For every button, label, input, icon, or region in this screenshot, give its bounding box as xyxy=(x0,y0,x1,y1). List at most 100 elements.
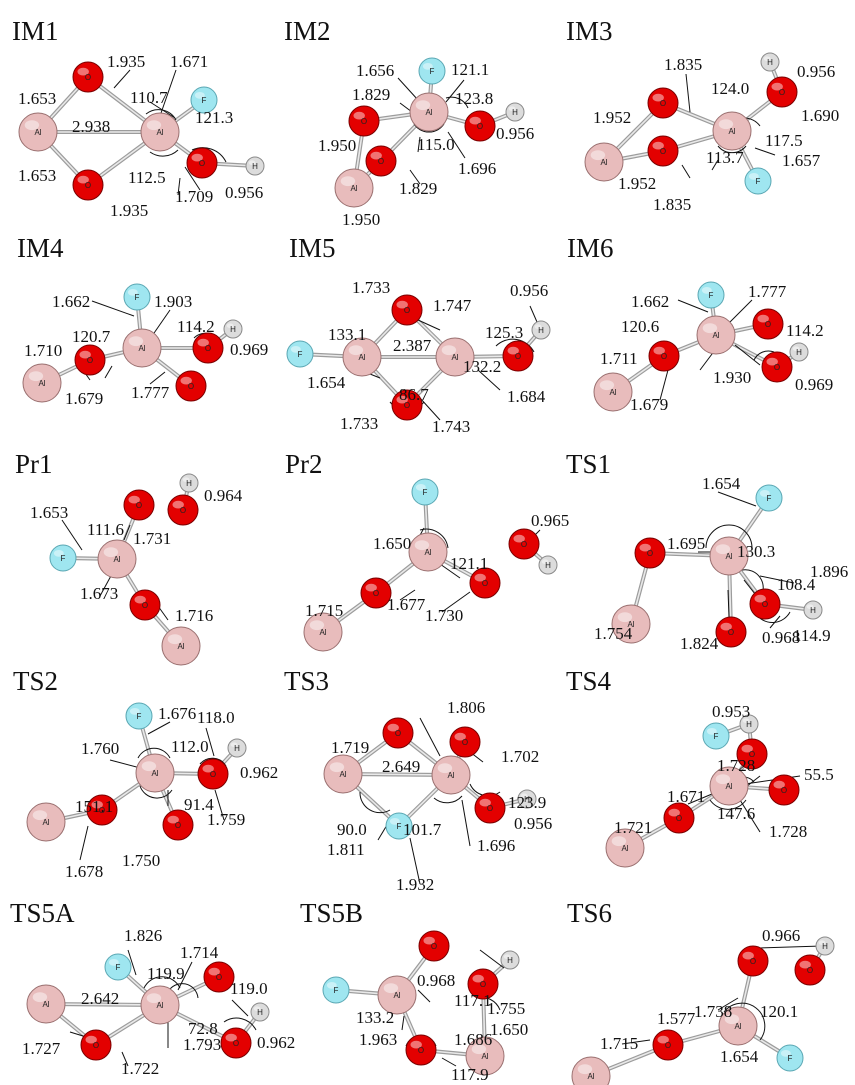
measurement-label: 1.759 xyxy=(207,810,245,829)
atom-al: Al xyxy=(593,372,633,412)
atom-h: H xyxy=(227,738,247,758)
atom-shine xyxy=(77,175,89,184)
atom-o: O xyxy=(464,110,496,142)
measurement-label: 1.696 xyxy=(458,159,496,178)
atom-shine xyxy=(197,338,209,347)
leader-line xyxy=(147,721,171,735)
atom-shine xyxy=(146,993,162,1004)
atom-shine xyxy=(471,1044,487,1055)
atom-sphere xyxy=(161,626,201,666)
angle-arc xyxy=(139,785,173,799)
atom-symbol: Al xyxy=(712,331,719,340)
atom-al: Al xyxy=(571,1056,611,1085)
atom-sphere xyxy=(250,1002,270,1022)
measurement-label: 1.656 xyxy=(356,61,394,80)
measurement-label: 1.950 xyxy=(342,210,380,229)
atom-symbol: O xyxy=(749,750,755,759)
atom-sphere xyxy=(411,478,439,506)
atom-sphere xyxy=(697,281,725,309)
atom-sphere xyxy=(72,169,104,201)
atom-symbol: F xyxy=(767,494,772,503)
atom-symbol: O xyxy=(216,973,222,982)
atom-shine xyxy=(340,176,356,187)
leader-line xyxy=(659,369,669,401)
atom-shine xyxy=(127,288,138,296)
measurement-label: 1.903 xyxy=(154,292,192,311)
atom-shine xyxy=(520,793,528,799)
measurement-label: 1.733 xyxy=(352,278,390,297)
measurement-label: 1.793 xyxy=(183,1035,221,1054)
measurement-label: 1.671 xyxy=(667,787,705,806)
atom-shine xyxy=(129,707,140,715)
atom-shine xyxy=(653,346,665,355)
leader-line xyxy=(717,997,739,1011)
atom-symbol: Al xyxy=(725,782,732,791)
atom-sphere xyxy=(709,536,749,576)
measurement-label: 0.953 xyxy=(712,702,750,721)
atom-shine xyxy=(248,160,256,166)
measurement-label: 0.956 xyxy=(797,62,835,81)
panel-title: IM1 xyxy=(12,16,59,46)
atom-sphere xyxy=(702,722,730,750)
panel-im1: IM1 Al Al O O F O H 1.935 1.671 1.653 110.7 2.938 121… xyxy=(12,16,265,220)
measurement-label: 0.962 xyxy=(240,763,278,782)
atom-al: Al xyxy=(696,315,736,355)
atom-symbol: O xyxy=(85,181,91,190)
atom-shine xyxy=(353,111,365,120)
measurement-label: 1.829 xyxy=(352,85,390,104)
measurement-label: 1.750 xyxy=(122,851,160,870)
atom-symbol: H xyxy=(796,348,802,357)
measurement-label: 130.3 xyxy=(737,542,775,561)
atom-h: H xyxy=(517,789,537,809)
atom-shine xyxy=(668,808,680,817)
measurement-label: 1.677 xyxy=(387,595,426,614)
measurement-label: 1.777 xyxy=(748,282,787,301)
atom-symbol: F xyxy=(61,554,66,563)
atom-shine xyxy=(77,67,89,76)
atom-shine xyxy=(757,314,769,323)
atom-shine xyxy=(469,116,481,125)
atom-shine xyxy=(85,1035,97,1044)
measurement-label: 1.932 xyxy=(396,875,434,894)
angle-arc xyxy=(717,145,747,154)
leader-line xyxy=(184,166,201,191)
atom-symbol: O xyxy=(676,814,682,823)
atom-symbol: O xyxy=(180,506,186,515)
measurement-label: 1.963 xyxy=(359,1030,397,1049)
atom-symbol: H xyxy=(507,956,513,965)
atom-sphere xyxy=(86,794,118,826)
atom-shine xyxy=(806,604,814,610)
atom-shine xyxy=(370,151,382,160)
atom-o: O xyxy=(761,351,793,383)
atom-symbol: O xyxy=(728,628,734,637)
atom-sphere xyxy=(760,52,780,72)
atom-o: O xyxy=(766,76,798,108)
atom-sphere xyxy=(342,337,382,377)
angle-arc xyxy=(753,350,775,361)
panel-title: TS4 xyxy=(566,666,612,696)
measurement-label: 2.642 xyxy=(81,989,119,1008)
measurement-label: 133.2 xyxy=(356,1008,394,1027)
atom-shine xyxy=(24,120,40,131)
atom-al: Al xyxy=(22,363,62,403)
atom-shine xyxy=(702,323,718,334)
atom-symbol: O xyxy=(779,88,785,97)
measurement-label: 1.731 xyxy=(133,529,171,548)
atom-symbol: O xyxy=(487,804,493,813)
atom-shine xyxy=(541,559,549,565)
atom-shine xyxy=(771,82,783,91)
atom-o: O xyxy=(508,528,540,560)
measurement-label: 1.930 xyxy=(713,368,751,387)
measurement-label: 1.650 xyxy=(373,534,411,553)
atom-shine xyxy=(415,100,431,111)
atom-o: O xyxy=(647,135,679,167)
leader-line xyxy=(397,77,419,101)
measurement-label: 1.650 xyxy=(490,1020,528,1039)
atom-symbol: H xyxy=(252,162,258,171)
leader-line xyxy=(677,299,709,313)
atom-f: F xyxy=(104,953,132,981)
atom-symbol: F xyxy=(116,963,121,972)
leader-line xyxy=(743,579,756,595)
atom-sphere xyxy=(469,567,501,599)
